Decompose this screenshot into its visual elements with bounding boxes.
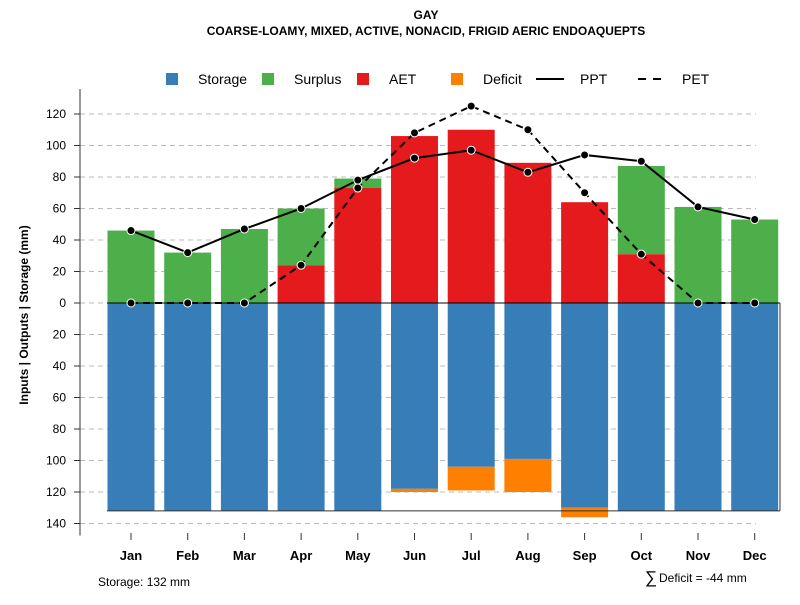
- y-tick-label: 20: [53, 328, 67, 342]
- bar-aet: [277, 265, 325, 303]
- bar-storage: [334, 303, 382, 511]
- y-tick-label: 80: [53, 422, 67, 436]
- x-tick-label: May: [345, 548, 371, 563]
- chart-subtitle: COARSE-LOAMY, MIXED, ACTIVE, NONACID, FR…: [207, 24, 645, 38]
- x-tick-label: Aug: [515, 548, 540, 563]
- bar-aet: [504, 162, 552, 303]
- bar-storage: [164, 303, 212, 511]
- legend-label-pet: PET: [682, 71, 710, 87]
- point-ppt: [296, 204, 306, 213]
- line-ppt: [130, 149, 755, 254]
- point-ppt: [523, 167, 533, 177]
- chart-title: GAY: [414, 8, 439, 22]
- point-pet: [353, 183, 363, 193]
- bar-deficit: [561, 507, 609, 518]
- y-tick-label: 120: [46, 107, 66, 121]
- bar-storage: [617, 303, 665, 511]
- x-tick-label: Sep: [573, 548, 597, 563]
- sum-symbol: ∑: [645, 568, 657, 587]
- point-ppt: [239, 224, 249, 234]
- bar-aet: [334, 188, 382, 303]
- point-pet: [636, 249, 646, 259]
- bar-storage: [504, 303, 552, 459]
- y-tick-label: 60: [53, 202, 67, 216]
- bar-surplus: [164, 252, 212, 303]
- legend-swatch-storage: [166, 73, 178, 85]
- y-tick-label: 80: [53, 170, 67, 184]
- bar-storage: [447, 303, 495, 467]
- y-tick-label: 100: [46, 454, 66, 468]
- storage-annotation: Storage: 132 mm: [98, 575, 190, 589]
- point-pet: [523, 125, 533, 135]
- bar-surplus: [617, 165, 665, 255]
- y-tick-label: 60: [53, 391, 67, 405]
- legend-label-surplus: Surplus: [294, 71, 341, 87]
- point-pet: [126, 298, 136, 308]
- x-tick-label: Jan: [120, 548, 142, 563]
- legend-label-ppt: PPT: [580, 71, 608, 87]
- bar-storage: [220, 303, 268, 511]
- point-ppt: [636, 156, 646, 166]
- point-pet: [750, 298, 760, 308]
- point-ppt: [580, 150, 590, 160]
- x-tick-label: Feb: [176, 548, 199, 563]
- bar-storage: [561, 303, 609, 508]
- x-tick-label: Oct: [630, 548, 652, 563]
- bar-storage: [391, 303, 438, 489]
- bar-aet: [561, 202, 609, 303]
- point-ppt: [126, 226, 136, 236]
- bar-aet: [617, 254, 665, 303]
- bar-deficit: [447, 466, 495, 491]
- bar-aet: [447, 129, 495, 303]
- point-pet: [183, 298, 193, 308]
- bar-deficit: [391, 488, 438, 492]
- bar-deficit: [504, 458, 552, 492]
- point-ppt: [353, 175, 363, 185]
- x-tick-label: Jun: [403, 548, 426, 563]
- x-tick-label: Apr: [290, 548, 312, 563]
- point-ppt: [410, 153, 419, 163]
- legend-swatch-aet: [357, 73, 369, 85]
- line-pet: [131, 105, 755, 304]
- bar-surplus: [674, 206, 722, 303]
- legend-swatch-surplus: [262, 73, 274, 85]
- bar-surplus: [107, 230, 155, 303]
- point-pet: [466, 101, 476, 111]
- y-tick-label: 120: [46, 485, 66, 499]
- bar-storage: [107, 303, 155, 511]
- x-tick-label: Dec: [743, 548, 767, 563]
- y-tick-label: 0: [59, 296, 66, 310]
- y-tick-label: 40: [53, 359, 67, 373]
- point-pet: [296, 260, 306, 270]
- legend-label-storage: Storage: [198, 71, 247, 87]
- point-pet: [410, 128, 419, 138]
- y-tick-label: 20: [53, 265, 67, 279]
- point-ppt: [750, 215, 760, 225]
- y-tick-label: 100: [46, 139, 66, 153]
- bar-storage: [674, 303, 722, 511]
- legend-label-deficit: Deficit: [483, 71, 522, 87]
- y-tick-label: 140: [46, 517, 66, 531]
- bar-storage: [277, 303, 325, 511]
- legend-label-aet: AET: [389, 71, 417, 87]
- point-pet: [580, 188, 590, 198]
- bar-surplus: [220, 228, 268, 303]
- y-tick-label: 40: [53, 233, 67, 247]
- legend-swatch-deficit: [451, 73, 463, 85]
- point-ppt: [466, 145, 476, 155]
- y-axis-label: Inputs | Outputs | Storage (mm): [17, 225, 31, 404]
- x-tick-label: Nov: [686, 548, 711, 563]
- deficit-annotation: Deficit = -44 mm: [659, 571, 747, 585]
- point-pet: [693, 298, 703, 308]
- point-ppt: [693, 202, 703, 212]
- bar-storage: [731, 303, 779, 511]
- x-tick-label: Jul: [462, 548, 481, 563]
- point-ppt: [183, 248, 193, 258]
- point-pet: [239, 298, 249, 308]
- bar-surplus: [277, 208, 325, 266]
- x-tick-label: Mar: [233, 548, 256, 563]
- bar-surplus: [731, 219, 779, 303]
